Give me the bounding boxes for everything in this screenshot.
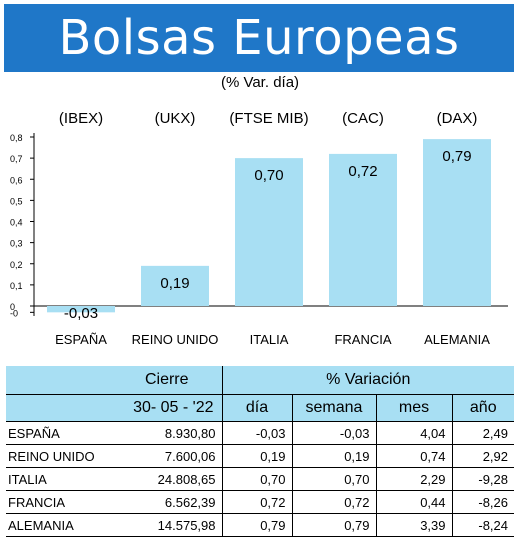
y-tick-label: -0 xyxy=(10,308,18,318)
row-semana: -0,03 xyxy=(291,421,376,445)
row-semana: 0,72 xyxy=(291,490,376,514)
row-mes: 0,74 xyxy=(375,444,452,468)
bar-chart: 0,8 0,7 0,6 0,5 0,4 0,3 0,2 0,1 0-0 (IBEX) -0,03 ES… xyxy=(10,110,508,347)
header-cierre: Cierre xyxy=(6,366,222,395)
index-code-label: (DAX) xyxy=(437,110,478,127)
category-label: ESPAÑA xyxy=(55,332,107,347)
y-tick-label: 0,7 xyxy=(10,154,23,164)
row-ano: -8,26 xyxy=(451,490,514,514)
row-name: ITALIA xyxy=(6,467,114,491)
value-label: 0,19 xyxy=(160,275,189,292)
row-name: ESPAÑA xyxy=(6,421,114,445)
table-header-row-1: Cierre % Variación xyxy=(6,366,514,395)
bar xyxy=(235,158,303,306)
row-ano: -9,28 xyxy=(451,467,514,491)
row-name: FRANCIA xyxy=(6,490,114,514)
header-date: 30- 05 - '22 xyxy=(114,394,222,422)
page-title: Bolsas Europeas xyxy=(4,4,514,72)
row-cierre: 8.930,80 xyxy=(114,421,222,445)
row-cierre: 7.600,06 xyxy=(114,444,222,468)
y-tick-label: 0,8 xyxy=(10,133,23,143)
value-label: 0,79 xyxy=(442,148,471,165)
value-label: -0,03 xyxy=(64,305,98,322)
header-mes: mes xyxy=(375,394,452,422)
category-label: ALEMANIA xyxy=(424,332,490,347)
index-code-label: (CAC) xyxy=(342,110,384,127)
y-tick-label: 0,6 xyxy=(10,175,23,185)
row-semana: 0,70 xyxy=(291,467,376,491)
category-label: ITALIA xyxy=(250,332,289,347)
header-variacion: % Variación xyxy=(221,366,514,395)
row-dia: -0,03 xyxy=(221,421,292,445)
row-mes: 0,44 xyxy=(375,490,452,514)
value-label: 0,72 xyxy=(348,163,377,180)
y-tick-label: 0,3 xyxy=(10,239,23,249)
y-tick-label: 0,1 xyxy=(10,281,23,291)
index-code-label: (UKX) xyxy=(155,110,196,127)
header-dia: día xyxy=(221,394,292,422)
bar xyxy=(329,153,397,306)
bar xyxy=(47,306,115,313)
row-cierre: 14.575,98 xyxy=(114,513,222,537)
row-mes: 3,39 xyxy=(375,513,452,537)
category-label: FRANCIA xyxy=(334,332,391,347)
row-name: REINO UNIDO xyxy=(6,444,114,468)
row-ano: -8,24 xyxy=(451,513,514,537)
table-row: ESPAÑA 8.930,80 -0,03 -0,03 4,04 2,49 xyxy=(6,421,514,445)
row-ano: 2,49 xyxy=(451,421,514,445)
table-row: REINO UNIDO 7.600,06 0,19 0,19 0,74 2,92 xyxy=(6,444,514,468)
header-ano: año xyxy=(451,394,514,422)
row-name: ALEMANIA xyxy=(6,513,114,537)
table-row: ITALIA 24.808,65 0,70 0,70 2,29 -9,28 xyxy=(6,467,514,491)
market-table: Cierre % Variación 30- 05 - '22 día sema… xyxy=(6,366,514,537)
row-dia: 0,72 xyxy=(221,490,292,514)
index-code-label: (IBEX) xyxy=(59,110,103,127)
row-cierre: 24.808,65 xyxy=(114,467,222,491)
bar xyxy=(423,139,491,306)
y-tick-label: 0,5 xyxy=(10,196,23,206)
row-dia: 0,79 xyxy=(221,513,292,537)
row-semana: 0,79 xyxy=(291,513,376,537)
row-mes: 2,29 xyxy=(375,467,452,491)
table-header-row-2: 30- 05 - '22 día semana mes año xyxy=(6,394,514,422)
chart-subtitle: (% Var. día) xyxy=(220,74,300,91)
row-dia: 0,19 xyxy=(221,444,292,468)
category-label: REINO UNIDO xyxy=(132,332,219,347)
table-row: FRANCIA 6.562,39 0,72 0,72 0,44 -8,26 xyxy=(6,490,514,514)
row-semana: 0,19 xyxy=(291,444,376,468)
row-cierre: 6.562,39 xyxy=(114,490,222,514)
row-ano: 2,92 xyxy=(451,444,514,468)
row-dia: 0,70 xyxy=(221,467,292,491)
row-mes: 4,04 xyxy=(375,421,452,445)
header-semana: semana xyxy=(291,394,376,422)
y-tick-label: 0 xyxy=(10,302,15,312)
table-row: ALEMANIA 14.575,98 0,79 0,79 3,39 -8,24 xyxy=(6,513,514,537)
value-label: 0,70 xyxy=(254,167,283,184)
index-code-label: (FTSE MIB) xyxy=(229,110,308,127)
bar xyxy=(141,265,209,306)
y-tick-label: 0,4 xyxy=(10,218,23,228)
y-tick-label: 0,2 xyxy=(10,260,23,270)
